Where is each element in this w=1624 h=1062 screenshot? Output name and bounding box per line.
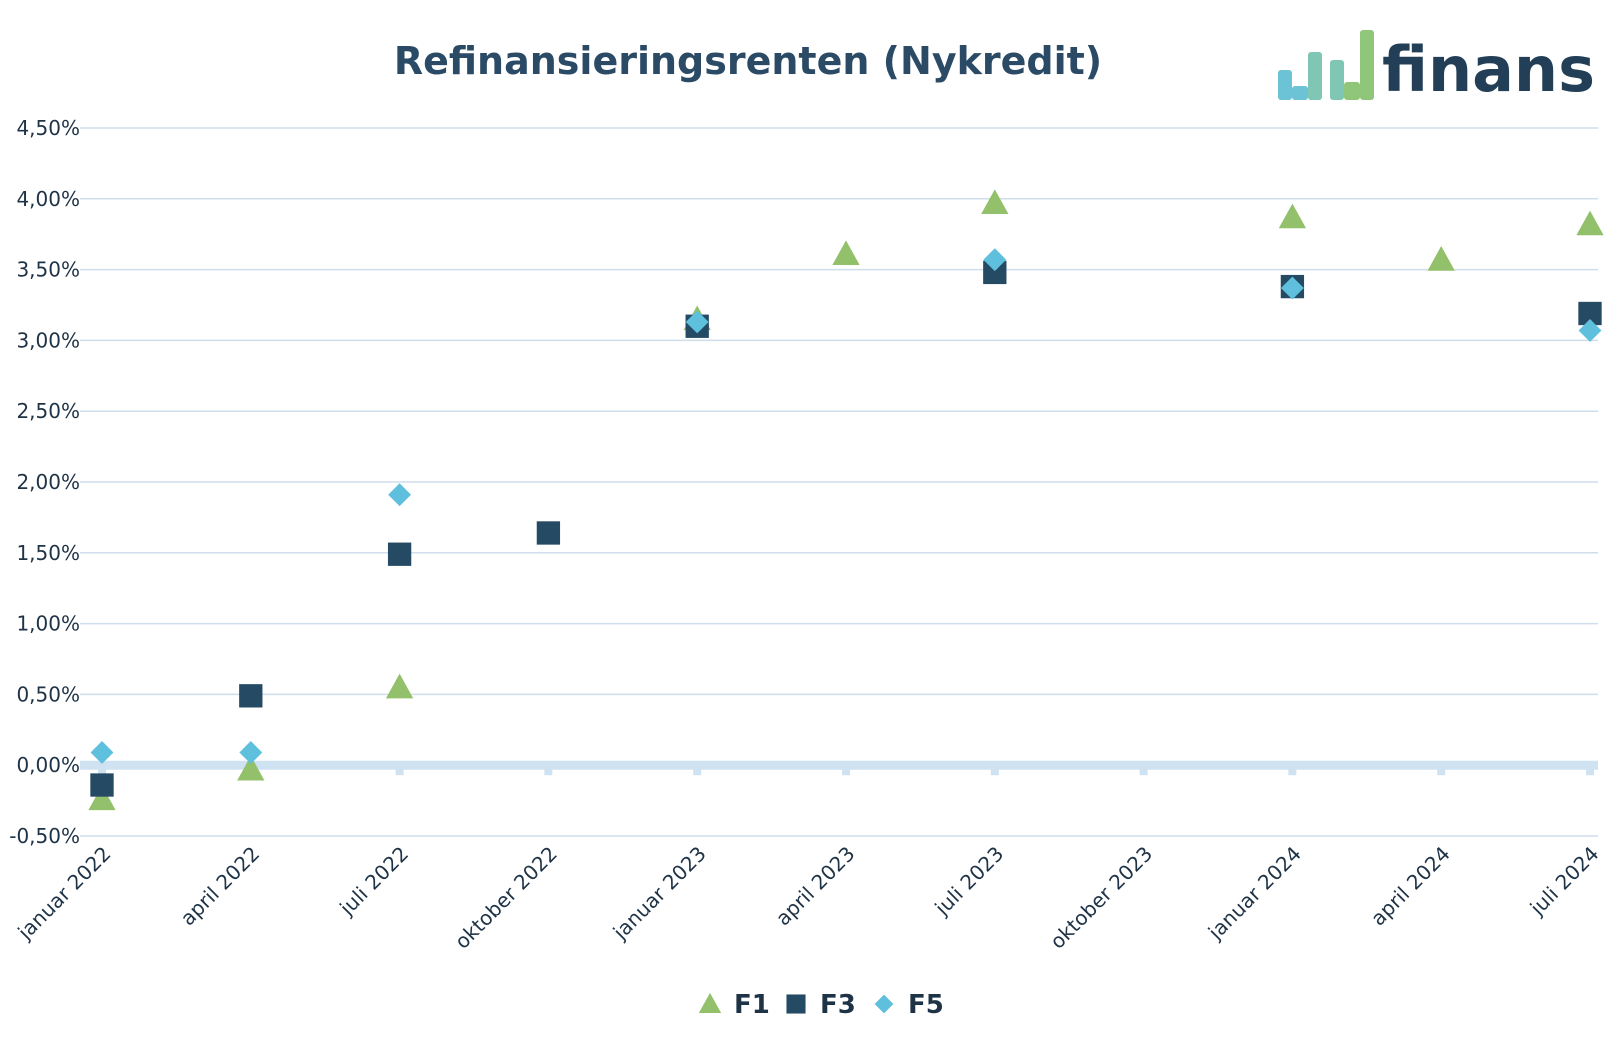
x-tick-label: oktober 2022 [450,842,562,954]
x-tick-mark [693,769,702,776]
x-tick-mark [544,769,553,776]
logo-bar-5 [1344,82,1360,100]
x-tick-mark [842,769,850,776]
legend-item-f5: F5 [874,990,944,1020]
legend-label: F1 [734,990,770,1020]
data-point-f3 [983,260,1007,285]
chart-title: Refinansieringsrenten (Nykredit) [394,39,1102,83]
series-f3 [90,260,1602,797]
data-point-f3 [239,684,263,708]
data-points [88,189,1604,811]
y-tick-label: 3,00% [16,328,80,352]
legend: F1 F3 F5 [698,990,944,1020]
x-tick-mark [98,769,106,776]
data-point-f3 [387,542,412,566]
data-point-f1 [1576,210,1604,236]
data-point-f5 [239,741,263,764]
series-f1 [88,189,1604,811]
data-point-f3 [536,521,561,545]
brand-logo: finans [1278,30,1595,106]
logo-bar-3 [1308,52,1322,100]
data-point-f1 [1278,203,1307,229]
x-tick-label: januar 2024 [1203,842,1306,945]
x-tick-label: januar 2022 [12,842,115,945]
series-f5 [90,248,1602,764]
y-tick-label: 4,00% [16,187,80,211]
data-point-f1 [385,673,414,699]
x-tick-mark [1586,769,1594,776]
legend-marker-f1 [698,992,722,1013]
data-point-f5 [983,248,1007,272]
x-tick-mark [1437,769,1446,776]
x-axis: januar 2022 april 2022 juli 2022 oktober 20… [12,769,1604,954]
x-tick-label: april 2022 [176,842,265,931]
y-tick-label: 0,00% [16,753,80,777]
y-tick-label: 2,00% [16,470,80,494]
x-tick-label: juli 2023 [929,842,1008,921]
data-point-f3 [1578,301,1602,326]
data-point-f1 [981,189,1009,215]
data-point-f1 [1427,246,1455,271]
x-tick-label: oktober 2023 [1045,842,1157,954]
data-point-f5 [90,741,114,764]
y-tick-label: 2,50% [16,399,80,423]
x-tick-label: januar 2023 [608,842,711,945]
data-point-f1 [88,785,116,811]
logo-bar-2 [1292,86,1308,100]
legend-label: F3 [820,990,856,1020]
legend-marker-f5 [874,994,894,1014]
y-tick-label: 1,00% [16,612,80,636]
data-point-f3 [90,773,114,797]
data-point-f5 [1280,276,1304,300]
x-tick-label: juli 2022 [334,842,413,921]
finans-logo-icon [1278,30,1374,100]
x-tick-label: juli 2024 [1525,842,1604,921]
brand-name: finans [1382,33,1595,106]
logo-bar-6 [1360,30,1374,100]
logo-bar-1 [1278,70,1292,100]
x-tick-label: april 2024 [1366,842,1455,931]
x-tick-label: april 2023 [771,842,860,931]
y-tick-label: 3,50% [16,258,80,282]
data-point-f1 [832,240,860,266]
x-tick-mark [395,769,404,776]
data-point-f5 [388,483,412,507]
y-tick-label: -0,50% [9,824,80,848]
x-tick-mark [1288,769,1297,776]
gridlines [80,127,1598,837]
y-axis: 4,50% 4,00% 3,50% 3,00% 2,50% 2,00% 1,50% 1,00%… [9,116,80,848]
data-point-f1 [237,755,265,781]
data-point-f5 [1578,319,1602,342]
y-tick-label: 4,50% [16,116,80,140]
x-tick-mark [1139,769,1148,776]
legend-label: F5 [908,990,944,1020]
legend-marker-f3 [786,994,806,1014]
legend-item-f1: F1 [698,990,770,1020]
logo-bar-4 [1330,60,1344,100]
x-tick-mark [990,769,999,776]
data-point-f5 [685,310,709,334]
y-tick-label: 1,50% [16,541,80,565]
legend-item-f3: F3 [786,990,856,1020]
y-tick-label: 0,50% [16,682,80,706]
